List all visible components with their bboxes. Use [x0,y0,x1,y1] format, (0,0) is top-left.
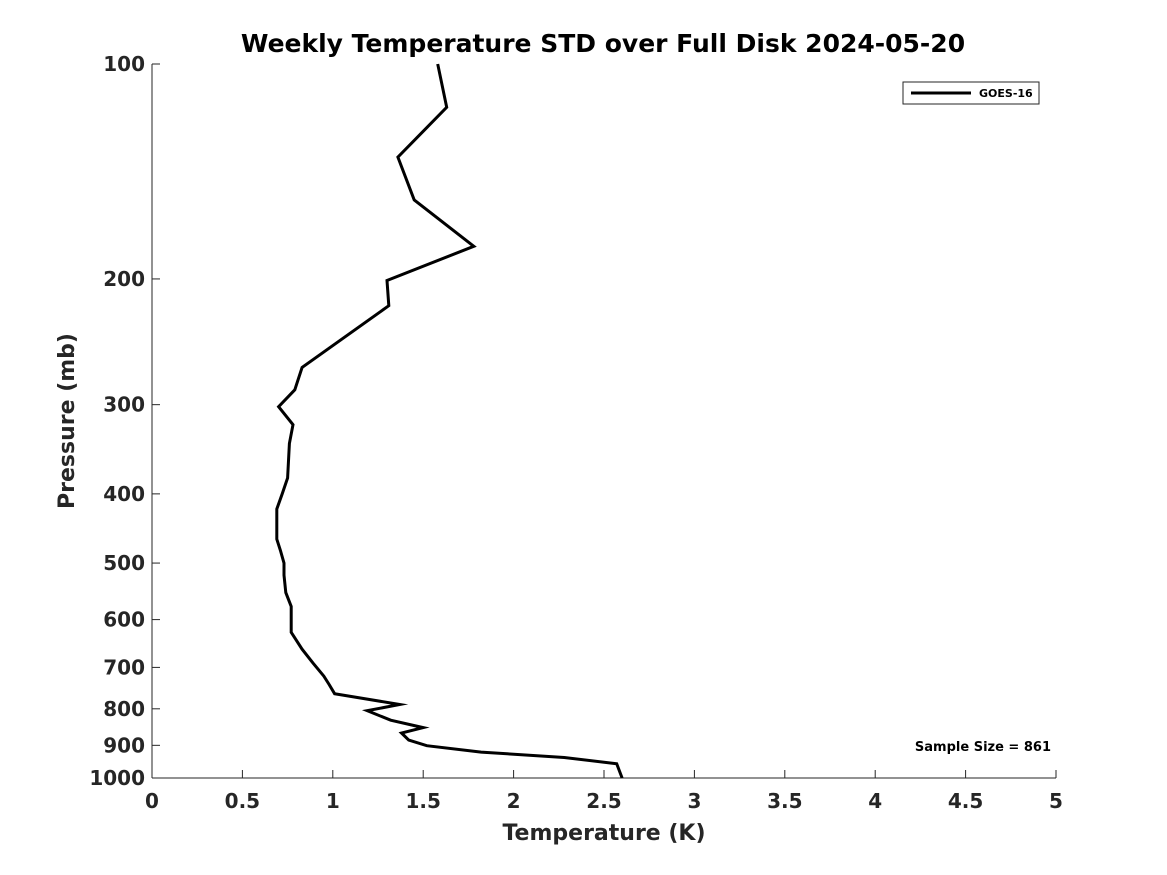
y-tick-label: 800 [103,697,145,721]
y-tick-label: 300 [103,393,145,417]
y-tick-label: 200 [103,267,145,291]
x-tick-label: 5 [1049,789,1063,813]
y-tick-label: 100 [103,52,145,76]
y-tick-label: 1000 [89,766,145,790]
x-ticks: 0 0.5 1 1.5 2 2.5 3 3.5 4 4.5 5 [145,770,1063,813]
chart-title: Weekly Temperature STD over Full Disk 20… [241,29,965,58]
series-layer [275,63,624,779]
x-tick-label: 2.5 [586,789,621,813]
legend-label-goes-16: GOES-16 [979,87,1033,100]
legend: GOES-16 [902,81,1040,105]
y-tick-label: 400 [103,482,145,506]
x-tick-label: 2 [507,789,521,813]
y-tick-label: 700 [103,655,145,679]
sample-size-annotation: Sample Size = 861 [915,740,1051,755]
y-axis-label: Pressure (mb) [55,333,80,509]
y-tick-label: 900 [103,733,145,757]
y-ticks: 100 200 300 400 500 600 700 800 900 1000 [89,52,160,790]
x-tick-label: 1.5 [405,789,440,813]
x-tick-label: 3 [687,789,701,813]
x-tick-label: 4.5 [948,789,983,813]
x-tick-label: 0.5 [225,789,260,813]
x-tick-label: 4 [868,789,882,813]
x-tick-label: 1 [326,789,340,813]
x-tick-label: 3.5 [767,789,802,813]
series-line-goes-16 [275,63,624,779]
y-tick-label: 600 [103,608,145,632]
x-tick-label: 0 [145,789,159,813]
x-axis-label: Temperature (K) [502,821,705,846]
y-tick-label: 500 [103,551,145,575]
